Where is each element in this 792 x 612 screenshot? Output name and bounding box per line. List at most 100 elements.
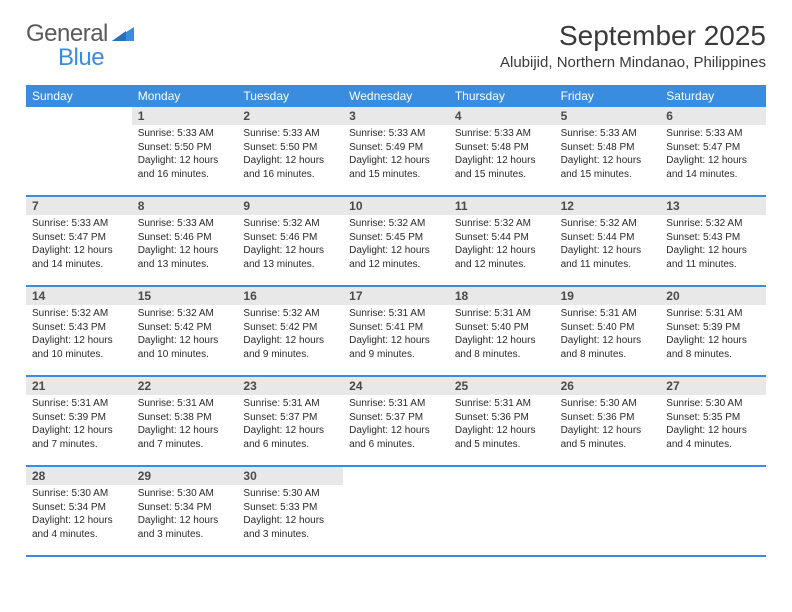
day-cell: 17Sunrise: 5:31 AMSunset: 5:41 PMDayligh…	[343, 287, 449, 375]
daylight-text: and 5 minutes.	[455, 438, 549, 452]
daylight-text: and 16 minutes.	[138, 168, 232, 182]
week-row: 1Sunrise: 5:33 AMSunset: 5:50 PMDaylight…	[26, 107, 766, 197]
day-cell: 2Sunrise: 5:33 AMSunset: 5:50 PMDaylight…	[237, 107, 343, 195]
day-cell: 8Sunrise: 5:33 AMSunset: 5:46 PMDaylight…	[132, 197, 238, 285]
sunset-text: Sunset: 5:34 PM	[32, 501, 126, 515]
day-number: 4	[449, 107, 555, 125]
day-body: Sunrise: 5:32 AMSunset: 5:43 PMDaylight:…	[26, 305, 132, 367]
day-number: 10	[343, 197, 449, 215]
header: General September 2025 Alubijid, Norther…	[26, 20, 766, 71]
daylight-text: Daylight: 12 hours	[243, 514, 337, 528]
day-number: 12	[555, 197, 661, 215]
day-body: Sunrise: 5:33 AMSunset: 5:47 PMDaylight:…	[660, 125, 766, 187]
daylight-text: Daylight: 12 hours	[455, 244, 549, 258]
daylight-text: Daylight: 12 hours	[561, 424, 655, 438]
logo-text-2: Blue	[58, 44, 104, 72]
sunset-text: Sunset: 5:37 PM	[349, 411, 443, 425]
sunrise-text: Sunrise: 5:31 AM	[349, 307, 443, 321]
day-cell: 18Sunrise: 5:31 AMSunset: 5:40 PMDayligh…	[449, 287, 555, 375]
day-cell: 11Sunrise: 5:32 AMSunset: 5:44 PMDayligh…	[449, 197, 555, 285]
day-number: 11	[449, 197, 555, 215]
day-number: 15	[132, 287, 238, 305]
day-cell: 1Sunrise: 5:33 AMSunset: 5:50 PMDaylight…	[132, 107, 238, 195]
day-body: Sunrise: 5:31 AMSunset: 5:37 PMDaylight:…	[343, 395, 449, 457]
day-cell: 3Sunrise: 5:33 AMSunset: 5:49 PMDaylight…	[343, 107, 449, 195]
daylight-text: and 10 minutes.	[138, 348, 232, 362]
day-cell: 25Sunrise: 5:31 AMSunset: 5:36 PMDayligh…	[449, 377, 555, 465]
day-cell	[555, 467, 661, 555]
day-cell: 29Sunrise: 5:30 AMSunset: 5:34 PMDayligh…	[132, 467, 238, 555]
day-cell	[343, 467, 449, 555]
sunrise-text: Sunrise: 5:31 AM	[666, 307, 760, 321]
daylight-text: and 9 minutes.	[243, 348, 337, 362]
daylight-text: Daylight: 12 hours	[32, 244, 126, 258]
daylight-text: and 3 minutes.	[138, 528, 232, 542]
day-body: Sunrise: 5:31 AMSunset: 5:39 PMDaylight:…	[26, 395, 132, 457]
dow-thursday: Thursday	[449, 85, 555, 107]
day-body: Sunrise: 5:30 AMSunset: 5:34 PMDaylight:…	[26, 485, 132, 547]
dow-monday: Monday	[132, 85, 238, 107]
daylight-text: Daylight: 12 hours	[349, 244, 443, 258]
day-body: Sunrise: 5:30 AMSunset: 5:35 PMDaylight:…	[660, 395, 766, 457]
day-cell: 21Sunrise: 5:31 AMSunset: 5:39 PMDayligh…	[26, 377, 132, 465]
day-body: Sunrise: 5:33 AMSunset: 5:46 PMDaylight:…	[132, 215, 238, 277]
daylight-text: and 7 minutes.	[32, 438, 126, 452]
dow-tuesday: Tuesday	[237, 85, 343, 107]
sunset-text: Sunset: 5:39 PM	[666, 321, 760, 335]
day-body: Sunrise: 5:33 AMSunset: 5:48 PMDaylight:…	[449, 125, 555, 187]
day-body: Sunrise: 5:33 AMSunset: 5:50 PMDaylight:…	[237, 125, 343, 187]
day-number: 16	[237, 287, 343, 305]
sunset-text: Sunset: 5:50 PM	[243, 141, 337, 155]
day-number: 8	[132, 197, 238, 215]
day-body: Sunrise: 5:31 AMSunset: 5:37 PMDaylight:…	[237, 395, 343, 457]
sunrise-text: Sunrise: 5:31 AM	[349, 397, 443, 411]
day-body: Sunrise: 5:31 AMSunset: 5:36 PMDaylight:…	[449, 395, 555, 457]
daylight-text: Daylight: 12 hours	[666, 154, 760, 168]
daylight-text: Daylight: 12 hours	[455, 334, 549, 348]
day-number: 24	[343, 377, 449, 395]
sunrise-text: Sunrise: 5:33 AM	[138, 127, 232, 141]
day-body: Sunrise: 5:30 AMSunset: 5:36 PMDaylight:…	[555, 395, 661, 457]
daylight-text: Daylight: 12 hours	[138, 424, 232, 438]
day-number: 19	[555, 287, 661, 305]
daylight-text: Daylight: 12 hours	[138, 334, 232, 348]
daylight-text: Daylight: 12 hours	[455, 154, 549, 168]
sunrise-text: Sunrise: 5:33 AM	[666, 127, 760, 141]
sunset-text: Sunset: 5:35 PM	[666, 411, 760, 425]
day-cell: 10Sunrise: 5:32 AMSunset: 5:45 PMDayligh…	[343, 197, 449, 285]
day-number: 14	[26, 287, 132, 305]
daylight-text: Daylight: 12 hours	[349, 334, 443, 348]
day-body: Sunrise: 5:32 AMSunset: 5:42 PMDaylight:…	[132, 305, 238, 367]
daylight-text: Daylight: 12 hours	[666, 244, 760, 258]
sunrise-text: Sunrise: 5:31 AM	[455, 307, 549, 321]
sunrise-text: Sunrise: 5:32 AM	[455, 217, 549, 231]
dow-saturday: Saturday	[660, 85, 766, 107]
daylight-text: Daylight: 12 hours	[243, 154, 337, 168]
sunrise-text: Sunrise: 5:33 AM	[138, 217, 232, 231]
day-cell: 9Sunrise: 5:32 AMSunset: 5:46 PMDaylight…	[237, 197, 343, 285]
day-cell: 7Sunrise: 5:33 AMSunset: 5:47 PMDaylight…	[26, 197, 132, 285]
day-body: Sunrise: 5:31 AMSunset: 5:38 PMDaylight:…	[132, 395, 238, 457]
day-number: 26	[555, 377, 661, 395]
daylight-text: Daylight: 12 hours	[243, 244, 337, 258]
daylight-text: and 14 minutes.	[666, 168, 760, 182]
daylight-text: and 15 minutes.	[561, 168, 655, 182]
daylight-text: and 16 minutes.	[243, 168, 337, 182]
sunset-text: Sunset: 5:47 PM	[666, 141, 760, 155]
sunset-text: Sunset: 5:47 PM	[32, 231, 126, 245]
day-number: 23	[237, 377, 343, 395]
day-body: Sunrise: 5:30 AMSunset: 5:34 PMDaylight:…	[132, 485, 238, 547]
sunrise-text: Sunrise: 5:30 AM	[666, 397, 760, 411]
daylight-text: Daylight: 12 hours	[349, 424, 443, 438]
week-row: 7Sunrise: 5:33 AMSunset: 5:47 PMDaylight…	[26, 197, 766, 287]
day-body: Sunrise: 5:33 AMSunset: 5:49 PMDaylight:…	[343, 125, 449, 187]
sunset-text: Sunset: 5:46 PM	[243, 231, 337, 245]
month-title: September 2025	[500, 20, 766, 52]
daylight-text: and 15 minutes.	[349, 168, 443, 182]
sunset-text: Sunset: 5:44 PM	[561, 231, 655, 245]
sunset-text: Sunset: 5:36 PM	[455, 411, 549, 425]
day-cell: 13Sunrise: 5:32 AMSunset: 5:43 PMDayligh…	[660, 197, 766, 285]
day-cell	[26, 107, 132, 195]
sunset-text: Sunset: 5:48 PM	[561, 141, 655, 155]
day-body: Sunrise: 5:32 AMSunset: 5:45 PMDaylight:…	[343, 215, 449, 277]
